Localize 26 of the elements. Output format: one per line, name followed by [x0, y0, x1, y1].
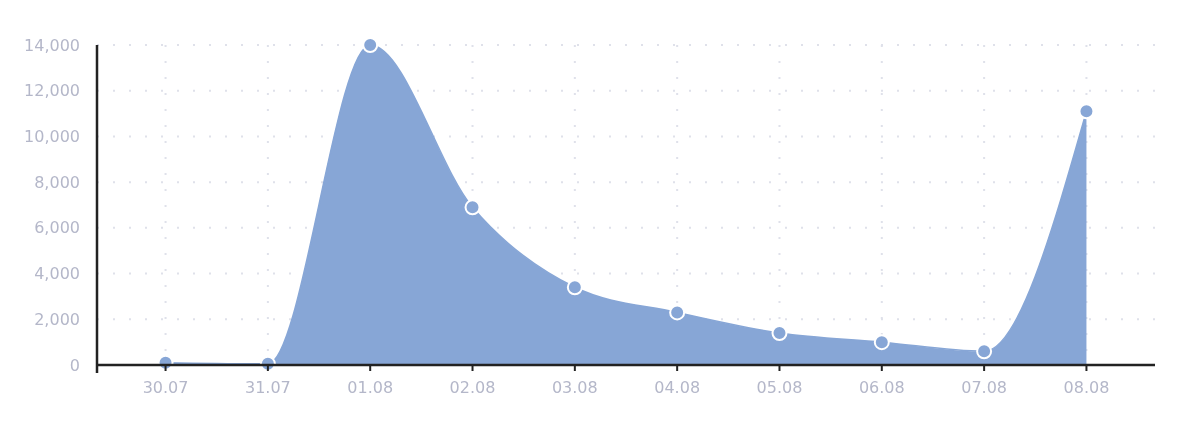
- point: [771, 325, 788, 341]
- y-tick-label: 12,000: [24, 81, 80, 101]
- point: [566, 279, 583, 296]
- point: [1078, 103, 1095, 120]
- y-tick-label: 0: [69, 355, 80, 375]
- x-tick-label: 04.08: [654, 378, 701, 397]
- point: [669, 304, 686, 321]
- y-tick-label: 10,000: [24, 127, 80, 147]
- x-tick-label: 02.08: [449, 378, 496, 397]
- point: [873, 334, 890, 351]
- x-tick-label: 30.07: [142, 378, 189, 397]
- x-tick-label: 07.08: [961, 378, 1008, 397]
- x-tick-label: 08.08: [1063, 378, 1110, 397]
- point: [976, 343, 993, 360]
- y-tick-label: 2,000: [34, 309, 80, 329]
- y-tick-label: 4,000: [34, 264, 80, 284]
- y-tick-label: 8,000: [34, 172, 80, 192]
- x-tick-label: 01.08: [347, 378, 394, 397]
- x-tick-label: 03.08: [551, 378, 598, 397]
- x-tick-label: 31.07: [244, 378, 291, 397]
- point: [464, 199, 481, 216]
- x-tick-label: 06.08: [858, 378, 905, 397]
- y-tick-label: 6,000: [34, 218, 80, 238]
- point: [362, 37, 379, 53]
- x-tick-label: 05.08: [756, 378, 803, 397]
- y-tick-label: 14,000: [24, 35, 80, 55]
